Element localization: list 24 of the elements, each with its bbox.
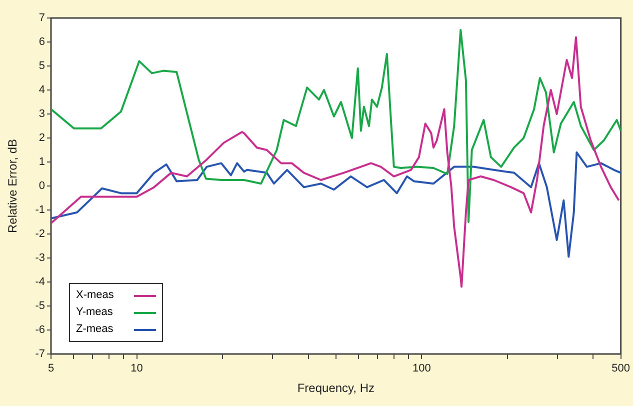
y-tick-label: 0: [38, 180, 45, 192]
y-tick-label: 5: [38, 60, 45, 72]
y-tick-label: -4: [35, 276, 45, 288]
x-tick-label: 5: [48, 362, 54, 375]
y-tick-label: 1: [38, 156, 45, 168]
legend-label: X-meas: [76, 288, 115, 303]
y-tick-label: 6: [38, 36, 45, 48]
y-tick-label: -6: [35, 324, 45, 336]
x-tick-label: 500: [612, 362, 630, 375]
y-tick-label: -1: [35, 204, 45, 216]
y-tick-label: -2: [35, 228, 45, 240]
y-tick-label: 4: [38, 84, 45, 96]
x-tick-label: 10: [130, 362, 143, 375]
y-axis-title: Relative Error, dB: [6, 138, 20, 234]
legend-label: Z-meas: [76, 322, 114, 337]
legend-label: Y-meas: [76, 305, 114, 320]
y-tick-label: 7: [38, 12, 45, 24]
y-tick-label: 3: [38, 108, 45, 120]
y-tick-label: -3: [35, 252, 45, 264]
y-tick-label: 2: [38, 132, 45, 144]
y-tick-label: -5: [35, 300, 45, 312]
x-tick-label: 100: [412, 362, 431, 375]
x-axis-title: Frequency, Hz: [297, 381, 374, 396]
y-tick-label: -7: [35, 348, 45, 360]
